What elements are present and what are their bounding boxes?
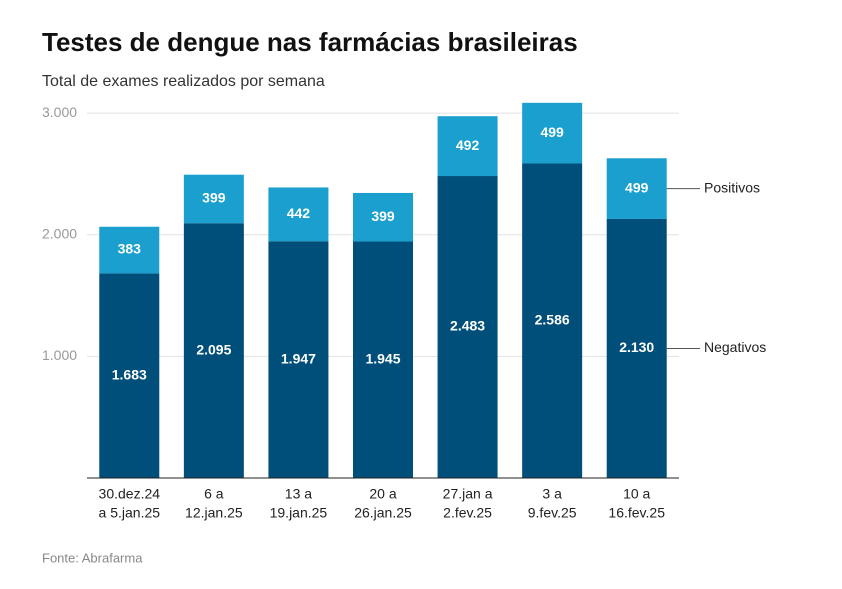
y-tick-label: 3.000 <box>42 104 77 120</box>
chart-subtitle: Total de exames realizados por semana <box>42 73 325 90</box>
bar-segment <box>268 187 329 242</box>
bar-segment <box>183 223 244 478</box>
legend-label: Negativos <box>704 339 766 355</box>
x-tick-label: 16.fev.25 <box>608 505 665 521</box>
bar-segment <box>268 241 329 478</box>
x-tick-label: 10 a <box>623 486 650 502</box>
bar-segment <box>353 192 413 242</box>
bar-segment <box>606 218 667 478</box>
x-tick-label: 3 a <box>542 486 562 502</box>
value-label: 2.483 <box>450 318 485 334</box>
value-label: 492 <box>456 137 480 153</box>
value-label: 383 <box>118 241 142 257</box>
value-label: 442 <box>287 205 311 221</box>
bar-segment <box>606 158 667 219</box>
source: Fonte: Abrafarma <box>42 550 143 565</box>
x-tick-label: 13 a <box>285 486 312 502</box>
bar-segment <box>353 241 413 478</box>
bar-segment <box>437 176 498 478</box>
x-tick-label: 2.fev.25 <box>443 505 492 521</box>
x-tick-label: 6 a <box>204 486 224 502</box>
bar-segment <box>183 174 244 224</box>
x-tick-label: a 5.jan.25 <box>99 505 161 521</box>
value-label: 399 <box>202 190 226 206</box>
x-tick-label: 26.jan.25 <box>354 505 412 521</box>
x-tick-label: 30.dez.24 <box>99 486 161 502</box>
value-label: 1.947 <box>281 350 316 366</box>
value-label: 1.945 <box>365 350 400 366</box>
value-label: 2.586 <box>535 311 570 327</box>
bar-segment <box>99 226 160 274</box>
legend-label: Positivos <box>704 179 760 195</box>
bar-segment <box>522 163 583 478</box>
value-label: 2.130 <box>619 339 654 355</box>
x-tick-label: 19.jan.25 <box>270 505 328 521</box>
value-label: 399 <box>371 208 395 224</box>
x-tick-label: 20 a <box>369 486 396 502</box>
bar-segment <box>437 116 498 177</box>
y-tick-label: 1.000 <box>42 347 77 363</box>
value-label: 2.095 <box>196 341 231 357</box>
bar-segment <box>522 102 583 164</box>
y-tick-label: 2.000 <box>42 225 77 241</box>
value-label: 499 <box>540 124 564 140</box>
x-tick-label: 12.jan.25 <box>185 505 243 521</box>
x-tick-label: 9.fev.25 <box>528 505 577 521</box>
value-label: 499 <box>625 179 649 195</box>
value-label: 1.683 <box>112 366 147 382</box>
bar-segment <box>99 273 160 478</box>
x-tick-label: 27.jan a <box>443 486 493 502</box>
chart-title: Testes de dengue nas farmácias brasileir… <box>42 27 578 57</box>
